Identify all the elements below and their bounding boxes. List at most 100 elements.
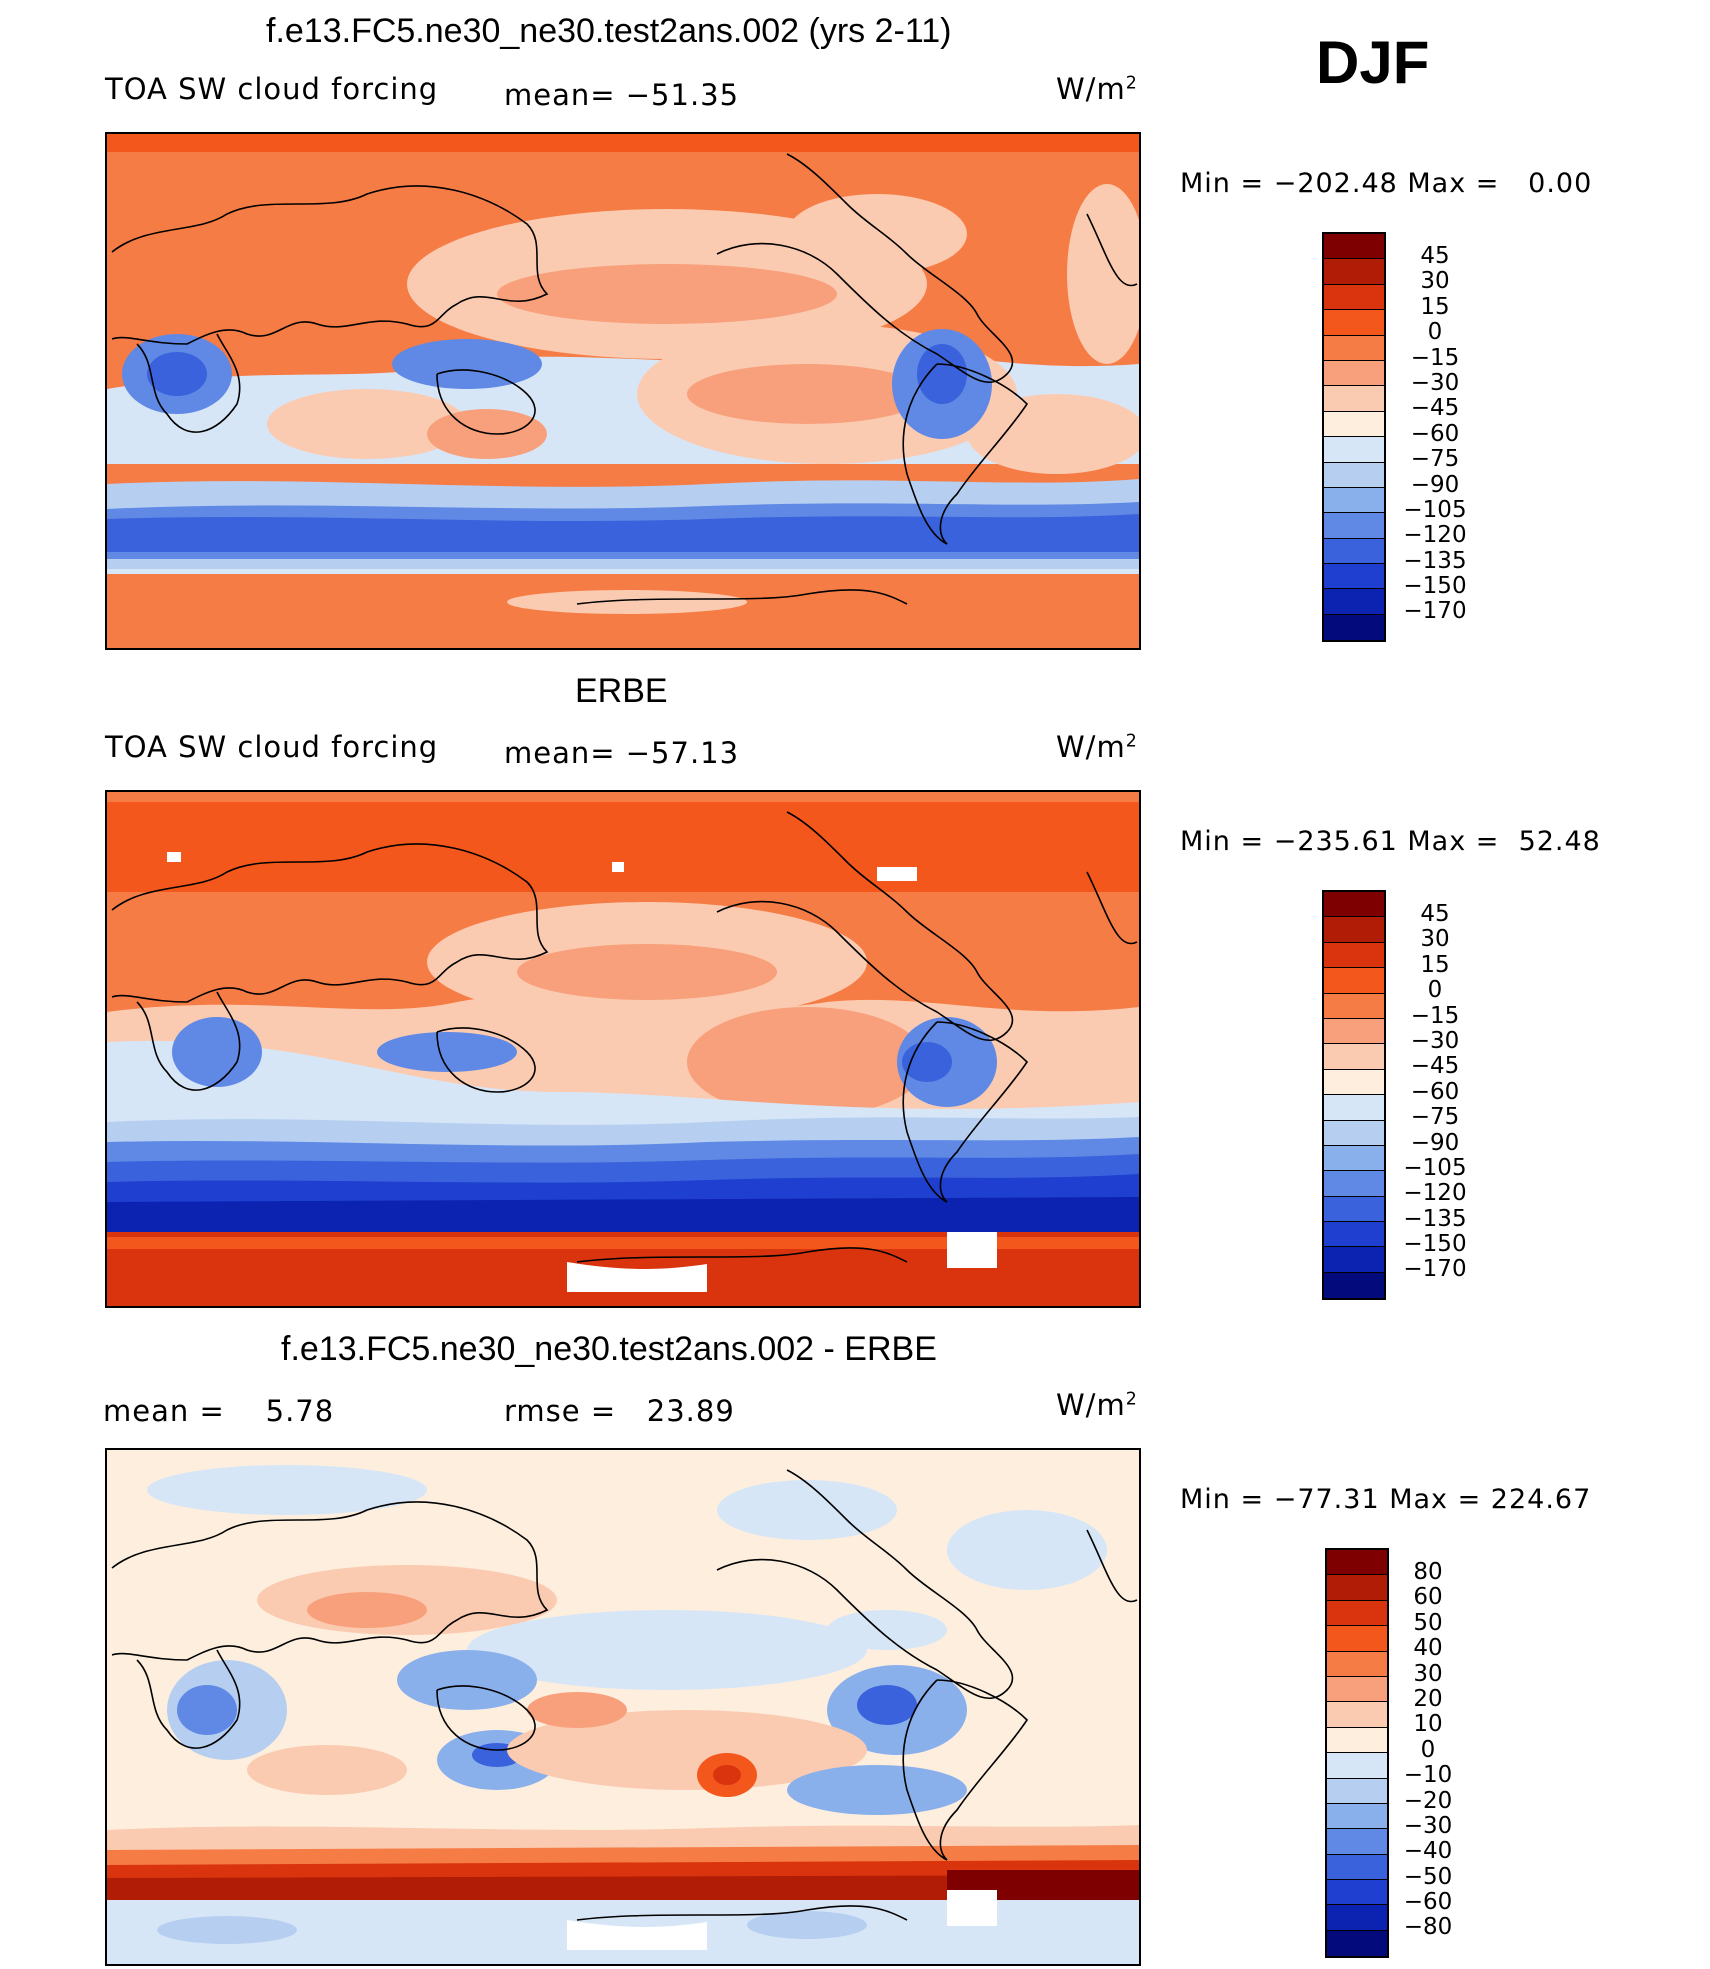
colorbar-swatch <box>1324 1120 1384 1146</box>
panel-3-mean-label: mean = 5.78 <box>103 1394 335 1428</box>
panel-1-map-svg <box>107 134 1139 648</box>
colorbar-tick-label: −80 <box>1403 1914 1453 1941</box>
panel-1-title: f.e13.FC5.ne30_ne30.test2ans.002 (yrs 2-… <box>266 12 952 50</box>
colorbar-tick-label: −30 <box>1410 1027 1460 1054</box>
colorbar-swatch <box>1327 1803 1387 1830</box>
colorbar-swatch <box>1324 1272 1384 1299</box>
colorbar-swatch <box>1324 1069 1384 1096</box>
colorbar-swatch <box>1324 1171 1384 1197</box>
colorbar-tick-label: 0 <box>1427 319 1443 346</box>
panel-1-colorbar <box>1322 232 1386 642</box>
colorbar-swatch <box>1324 614 1384 641</box>
colorbar-tick-label: −60 <box>1410 1078 1460 1105</box>
colorbar-swatch <box>1324 917 1384 943</box>
colorbar-tick-label: −30 <box>1403 1812 1453 1839</box>
colorbar-tick-label: −90 <box>1410 1129 1460 1156</box>
colorbar-swatch <box>1327 1778 1387 1804</box>
colorbar-swatch <box>1324 564 1384 590</box>
colorbar-swatch <box>1327 1651 1387 1677</box>
colorbar-swatch <box>1324 411 1384 438</box>
colorbar-tick-label: −135 <box>1403 1205 1467 1232</box>
panel-3-minmax: Min = −77.31 Max = 224.67 <box>1180 1484 1592 1515</box>
colorbar-swatch <box>1327 1702 1387 1728</box>
colorbar-swatch <box>1327 1930 1387 1957</box>
colorbar-tick-label: −15 <box>1410 344 1460 371</box>
units-exponent: 2 <box>1125 731 1138 752</box>
units-base: W/m <box>1056 72 1126 106</box>
colorbar-tick-label: −170 <box>1403 598 1467 625</box>
colorbar-swatch <box>1327 1829 1387 1855</box>
colorbar-tick-label: 15 <box>1420 951 1450 978</box>
panel-3-colorbar <box>1325 1548 1389 1958</box>
colorbar-swatch <box>1324 1095 1384 1121</box>
panel-2-units: W/m2 <box>1056 730 1138 764</box>
colorbar-swatch <box>1327 1575 1387 1601</box>
colorbar-tick-label: −120 <box>1403 522 1467 549</box>
panel-1-minmax: Min = −202.48 Max = 0.00 <box>1180 168 1593 199</box>
colorbar-swatch <box>1324 1044 1384 1070</box>
panel-2-map-svg <box>107 792 1139 1306</box>
colorbar-tick-label: −40 <box>1403 1838 1453 1865</box>
panel-1-map <box>105 132 1141 650</box>
colorbar-tick-label: −75 <box>1410 446 1460 473</box>
colorbar-swatch <box>1327 1727 1387 1754</box>
panel-2-minmax: Min = −235.61 Max = 52.48 <box>1180 826 1601 857</box>
colorbar-swatch <box>1324 538 1384 565</box>
panel-2-title: ERBE <box>575 672 668 710</box>
colorbar-tick-label: 45 <box>1420 243 1450 269</box>
panel-2-field-label: TOA SW cloud forcing <box>105 730 439 764</box>
colorbar-tick-label: 45 <box>1420 901 1450 927</box>
colorbar-swatch <box>1324 386 1384 412</box>
colorbar-swatch <box>1324 513 1384 539</box>
colorbar-swatch <box>1327 1753 1387 1779</box>
colorbar-tick-label: −105 <box>1403 1154 1467 1181</box>
colorbar-swatch <box>1324 462 1384 488</box>
panel-2-colorbar <box>1322 890 1386 1300</box>
units-base: W/m <box>1056 1388 1126 1422</box>
colorbar-swatch <box>1324 437 1384 463</box>
units-base: W/m <box>1056 730 1126 764</box>
colorbar-swatch <box>1324 487 1384 514</box>
colorbar-swatch <box>1324 1222 1384 1248</box>
panel-3-map <box>105 1448 1141 1966</box>
colorbar-tick-label: −30 <box>1410 369 1460 396</box>
units-exponent: 2 <box>1125 1389 1138 1410</box>
panel-1-mean-label: mean= −51.35 <box>504 78 740 112</box>
units-exponent: 2 <box>1125 73 1138 94</box>
colorbar-tick-label: −170 <box>1403 1256 1467 1283</box>
colorbar-swatch <box>1324 942 1384 969</box>
colorbar-swatch <box>1324 335 1384 361</box>
colorbar-swatch <box>1327 1550 1387 1576</box>
colorbar-tick-label: 20 <box>1413 1685 1443 1712</box>
colorbar-swatch <box>1324 1018 1384 1045</box>
panel-3-units: W/m2 <box>1056 1388 1138 1422</box>
colorbar-tick-label: −120 <box>1403 1180 1467 1207</box>
colorbar-tick-label: −135 <box>1403 547 1467 574</box>
colorbar-swatch <box>1324 993 1384 1019</box>
panel-3-title: f.e13.FC5.ne30_ne30.test2ans.002 - ERBE <box>281 1330 937 1368</box>
panel-3-map-svg <box>107 1450 1139 1964</box>
colorbar-tick-label: 80 <box>1413 1559 1443 1585</box>
colorbar-tick-label: −75 <box>1410 1104 1460 1131</box>
colorbar-tick-label: −150 <box>1403 1231 1467 1258</box>
panel-3-colorbar-ticks: 80 60 50 40 30 20 10 0 −10 −20 −30 −40 −50 −60 −80 <box>1388 1559 1468 1941</box>
colorbar-tick-label: −45 <box>1410 395 1460 422</box>
colorbar-swatch <box>1324 1196 1384 1223</box>
panel-3-rmse-label: rmse = 23.89 <box>504 1394 735 1428</box>
colorbar-tick-label: −20 <box>1403 1787 1453 1814</box>
colorbar-swatch <box>1324 892 1384 918</box>
colorbar-swatch <box>1327 1905 1387 1931</box>
panel-2-colorbar-ticks: 45 30 15 0 −15 −30 −45 −60 −75 −90 −105 −120 −135 −15… <box>1395 901 1475 1283</box>
panel-1-units: W/m2 <box>1056 72 1138 106</box>
colorbar-tick-label: −45 <box>1410 1053 1460 1080</box>
colorbar-swatch <box>1327 1854 1387 1881</box>
colorbar-swatch <box>1327 1626 1387 1652</box>
colorbar-swatch <box>1324 360 1384 387</box>
colorbar-tick-label: −105 <box>1403 496 1467 523</box>
colorbar-swatch <box>1324 284 1384 311</box>
colorbar-tick-label: 15 <box>1420 293 1450 320</box>
colorbar-tick-label: 50 <box>1413 1609 1443 1636</box>
colorbar-swatch <box>1327 1676 1387 1703</box>
colorbar-tick-label: 0 <box>1427 977 1443 1004</box>
colorbar-tick-label: −10 <box>1403 1762 1453 1789</box>
